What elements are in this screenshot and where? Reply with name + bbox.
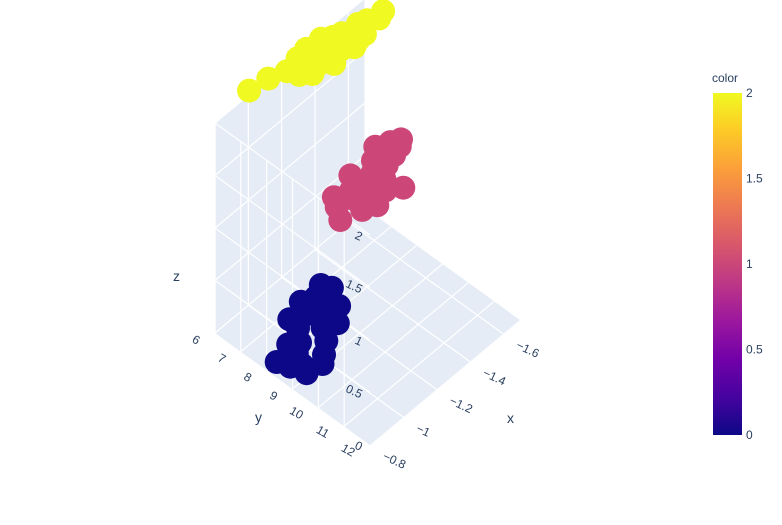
scatter-point[interactable] [363, 134, 388, 159]
colorbar-gradient [713, 93, 742, 435]
y-tick-label: 6 [190, 332, 203, 348]
colorbar-tick-label: 0 [746, 428, 753, 442]
y-axis-title: y [255, 409, 262, 425]
scatter-point[interactable] [308, 273, 333, 297]
colorbar-title: color [712, 71, 738, 85]
scatter-point[interactable] [264, 350, 289, 374]
x-tick-label: −1.6 [514, 338, 542, 361]
scatter-point[interactable] [294, 36, 319, 61]
scatter-point[interactable] [288, 289, 313, 314]
colorbar-tick-label: 1.5 [746, 172, 763, 186]
scene-3d[interactable] [214, 0, 520, 445]
colorbar-tick-label: 1 [746, 257, 753, 271]
x-tick-label: −1.4 [481, 366, 509, 389]
scatter-point[interactable] [391, 175, 416, 200]
colorbar-ticks: 0 0.5 1 1.5 2 [746, 86, 763, 442]
colorbar: color 0 0.5 1 1.5 2 [712, 71, 763, 442]
y-tick-label: 7 [216, 351, 229, 367]
gridline-y [343, 300, 495, 427]
gridline-z [214, 175, 371, 288]
x-tick-label: −1 [414, 421, 433, 440]
z-axis-ticks: 00.511.52 [344, 228, 365, 454]
scatter-point[interactable] [277, 307, 302, 332]
scatter-point[interactable] [321, 185, 346, 210]
z-tick-label: 0.5 [344, 381, 365, 401]
y-tick-label: 12 [339, 441, 358, 460]
colorbar-tick-label: 0.5 [746, 343, 763, 357]
colorbar-tick-label: 2 [746, 86, 753, 100]
y-tick-label: 10 [287, 403, 306, 422]
y-tick-label: 11 [314, 423, 332, 442]
x-tick-label: −0.8 [381, 449, 409, 472]
z-axis-title: z [173, 268, 180, 284]
x-axis-title: x [507, 410, 514, 426]
gridline-z [214, 102, 366, 229]
z-tick-label: 0 [353, 438, 365, 454]
x-tick-label: −1.2 [447, 393, 475, 416]
scatter-point[interactable] [237, 78, 262, 103]
scatter-point[interactable] [256, 66, 281, 91]
y-tick-label: 9 [267, 388, 280, 404]
scatter-point[interactable] [338, 163, 363, 188]
scatter-point[interactable] [327, 294, 352, 318]
z-tick-label: 1.5 [344, 276, 365, 296]
scatter-markers[interactable] [237, 0, 416, 386]
y-tick-label: 8 [241, 369, 254, 385]
gridline-y [317, 282, 469, 409]
